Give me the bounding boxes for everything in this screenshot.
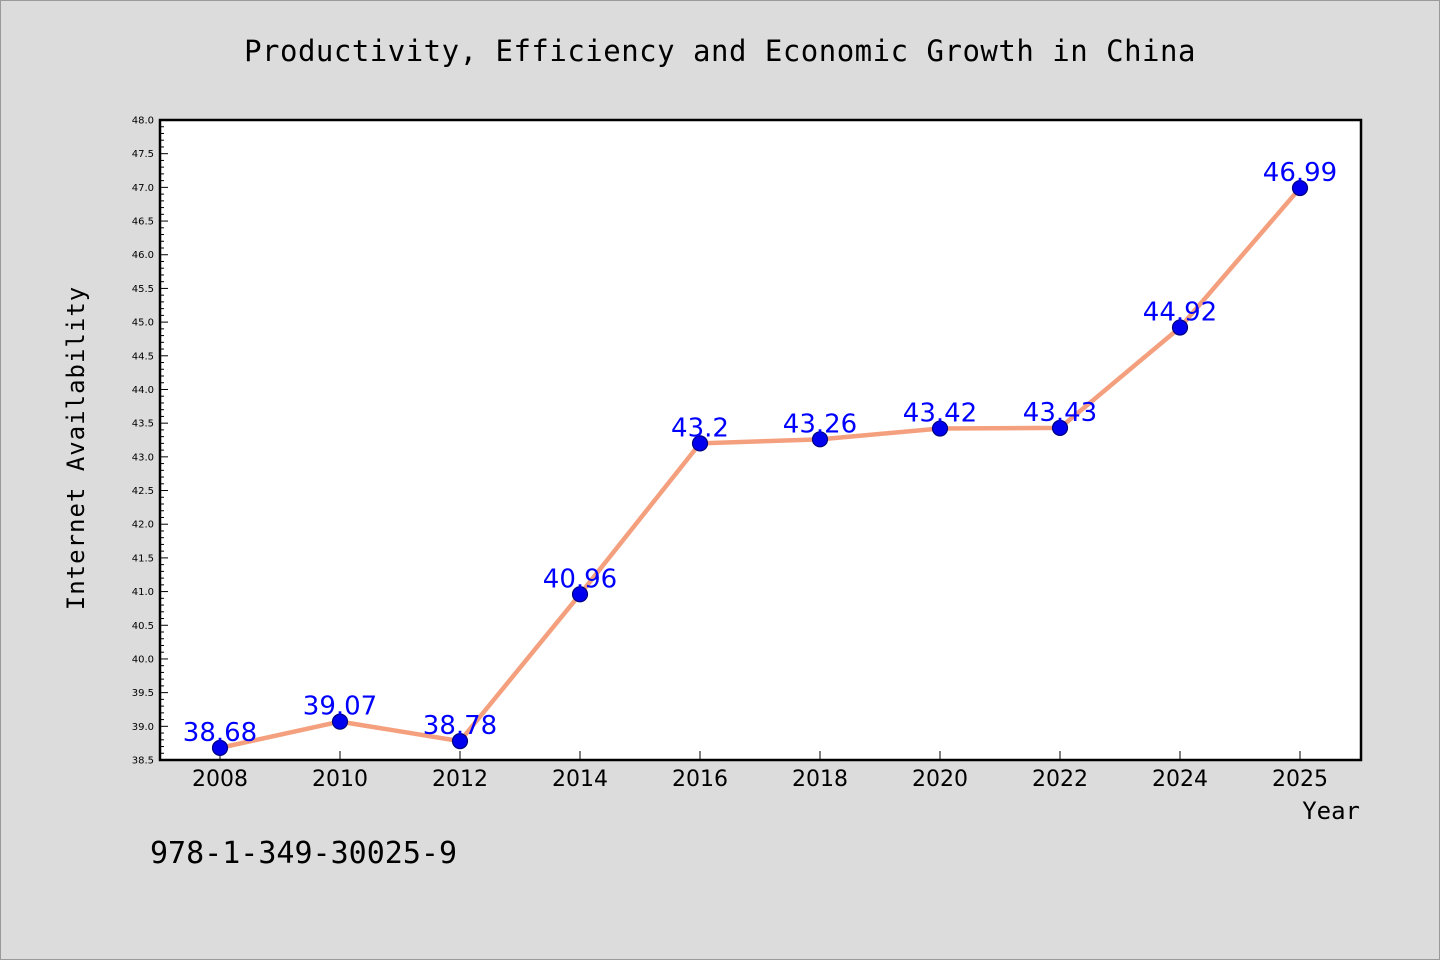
y-tick-label: 40.5 [132, 621, 154, 632]
x-tick-label: 2008 [192, 767, 248, 792]
x-tick-label: 2016 [672, 767, 728, 792]
data-point [571, 586, 589, 603]
y-tick-label: 44.0 [132, 385, 154, 396]
data-label: 46.99 [1263, 158, 1337, 188]
data-label: 44.92 [1143, 297, 1217, 327]
y-tick-label: 41.0 [132, 587, 154, 598]
y-tick-label: 48.0 [132, 116, 154, 127]
x-tick-label: 2020 [912, 767, 968, 792]
axes-frame [158, 118, 1363, 762]
data-label: 43.42 [903, 399, 977, 429]
y-tick-label: 41.5 [132, 553, 154, 564]
x-tick-label: 2012 [432, 767, 488, 792]
x-tick-label: 2022 [1032, 767, 1088, 792]
data-label: 38.78 [423, 711, 497, 741]
y-tick-label: 42.0 [132, 520, 154, 531]
y-tick-label: 45.0 [132, 318, 154, 329]
y-tick-label: 46.5 [132, 217, 154, 228]
data-point [1291, 179, 1309, 197]
y-tick-label: 38.5 [132, 756, 154, 767]
data-label: 43.43 [1023, 398, 1097, 428]
data-point [331, 713, 349, 730]
x-tick-label: 2025 [1272, 767, 1328, 792]
data-point [691, 435, 709, 452]
y-tick-label: 45.5 [132, 284, 154, 295]
isbn-text: 978-1-349-30025-9 [150, 836, 458, 871]
data-point [1051, 419, 1069, 436]
data-point [931, 420, 949, 437]
y-tick-label: 47.0 [132, 183, 154, 194]
x-tick-label: 2014 [552, 767, 608, 792]
data-label: 40.96 [543, 564, 617, 594]
y-tick-label: 39.0 [132, 722, 154, 733]
data-label: 43.2 [671, 413, 729, 443]
x-tick-label: 2018 [792, 767, 848, 792]
y-tick-label: 39.5 [132, 688, 154, 699]
y-tick-label: 43.0 [132, 452, 154, 463]
data-label: 38.68 [183, 718, 257, 748]
data-point [451, 733, 469, 750]
data-point [811, 431, 829, 448]
x-tick-label: 2024 [1152, 767, 1208, 792]
x-axis-label: Year [1302, 797, 1360, 825]
y-tick-label: 47.5 [132, 149, 154, 160]
data-point [211, 739, 229, 756]
data-point [1171, 319, 1189, 336]
series-line [217, 185, 1303, 751]
y-tick-label: 44.5 [132, 351, 154, 362]
chart-title: Productivity, Efficiency and Economic Gr… [244, 34, 1196, 68]
y-tick-label: 40.0 [132, 654, 154, 665]
data-label: 39.07 [303, 692, 377, 722]
y-tick-label: 43.5 [132, 419, 154, 430]
y-tick-label: 46.0 [132, 250, 154, 261]
y-tick-label: 42.5 [132, 486, 154, 497]
x-tick-label: 2010 [312, 767, 368, 792]
data-label: 43.26 [783, 409, 857, 439]
